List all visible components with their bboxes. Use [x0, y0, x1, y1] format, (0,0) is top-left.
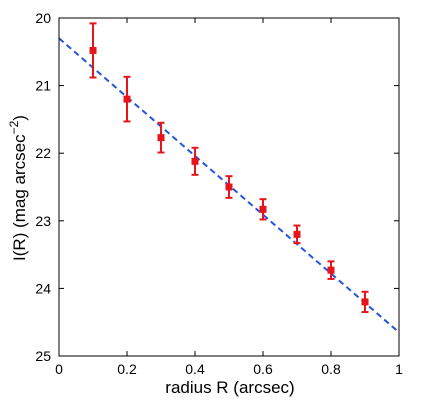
data-marker: [157, 134, 165, 142]
data-marker: [225, 183, 233, 191]
data-point: [361, 290, 369, 314]
data-point: [123, 75, 131, 123]
y-tick-label: 21: [35, 78, 51, 94]
data-point: [293, 224, 301, 245]
data-marker: [123, 95, 131, 103]
axes-frame: [58, 17, 400, 357]
y-tick-label: 24: [35, 280, 51, 296]
x-tick-label: 1: [395, 361, 403, 377]
y-axis-label-main: I(R) (mag arcsec: [10, 134, 29, 261]
x-tick-label: 0.2: [117, 361, 137, 377]
data-point: [89, 22, 97, 79]
data-point: [157, 121, 165, 154]
y-tick-label: 23: [35, 213, 51, 229]
y-axis-label: I(R) (mag arcsec−2): [7, 115, 29, 261]
tick-labels: 0 0.2 0.4 0.6 0.8 1 20 21 22 23 24 25: [35, 10, 403, 377]
x-axis-label: radius R (arcsec): [165, 378, 294, 397]
data-point: [191, 146, 199, 176]
plot-area: [59, 22, 399, 334]
data-point: [225, 175, 233, 199]
data-marker: [259, 205, 267, 213]
y-tick-label: 22: [35, 145, 51, 161]
data-marker: [327, 266, 335, 274]
data-point: [259, 198, 267, 221]
x-tick-label: 0: [55, 361, 63, 377]
data-marker: [191, 157, 199, 165]
x-tick-label: 0.4: [185, 361, 205, 377]
x-tick-label: 0.8: [321, 361, 341, 377]
data-point: [327, 260, 335, 280]
x-tick-label: 0.6: [253, 361, 273, 377]
axes: [58, 17, 400, 357]
y-axis-label-close: ): [10, 115, 29, 121]
y-tick-label: 25: [35, 348, 51, 364]
data-marker: [293, 230, 301, 238]
data-marker: [361, 298, 369, 306]
y-axis-label-sup: −2: [7, 120, 21, 134]
y-tick-label: 20: [35, 10, 51, 26]
data-marker: [89, 46, 97, 54]
